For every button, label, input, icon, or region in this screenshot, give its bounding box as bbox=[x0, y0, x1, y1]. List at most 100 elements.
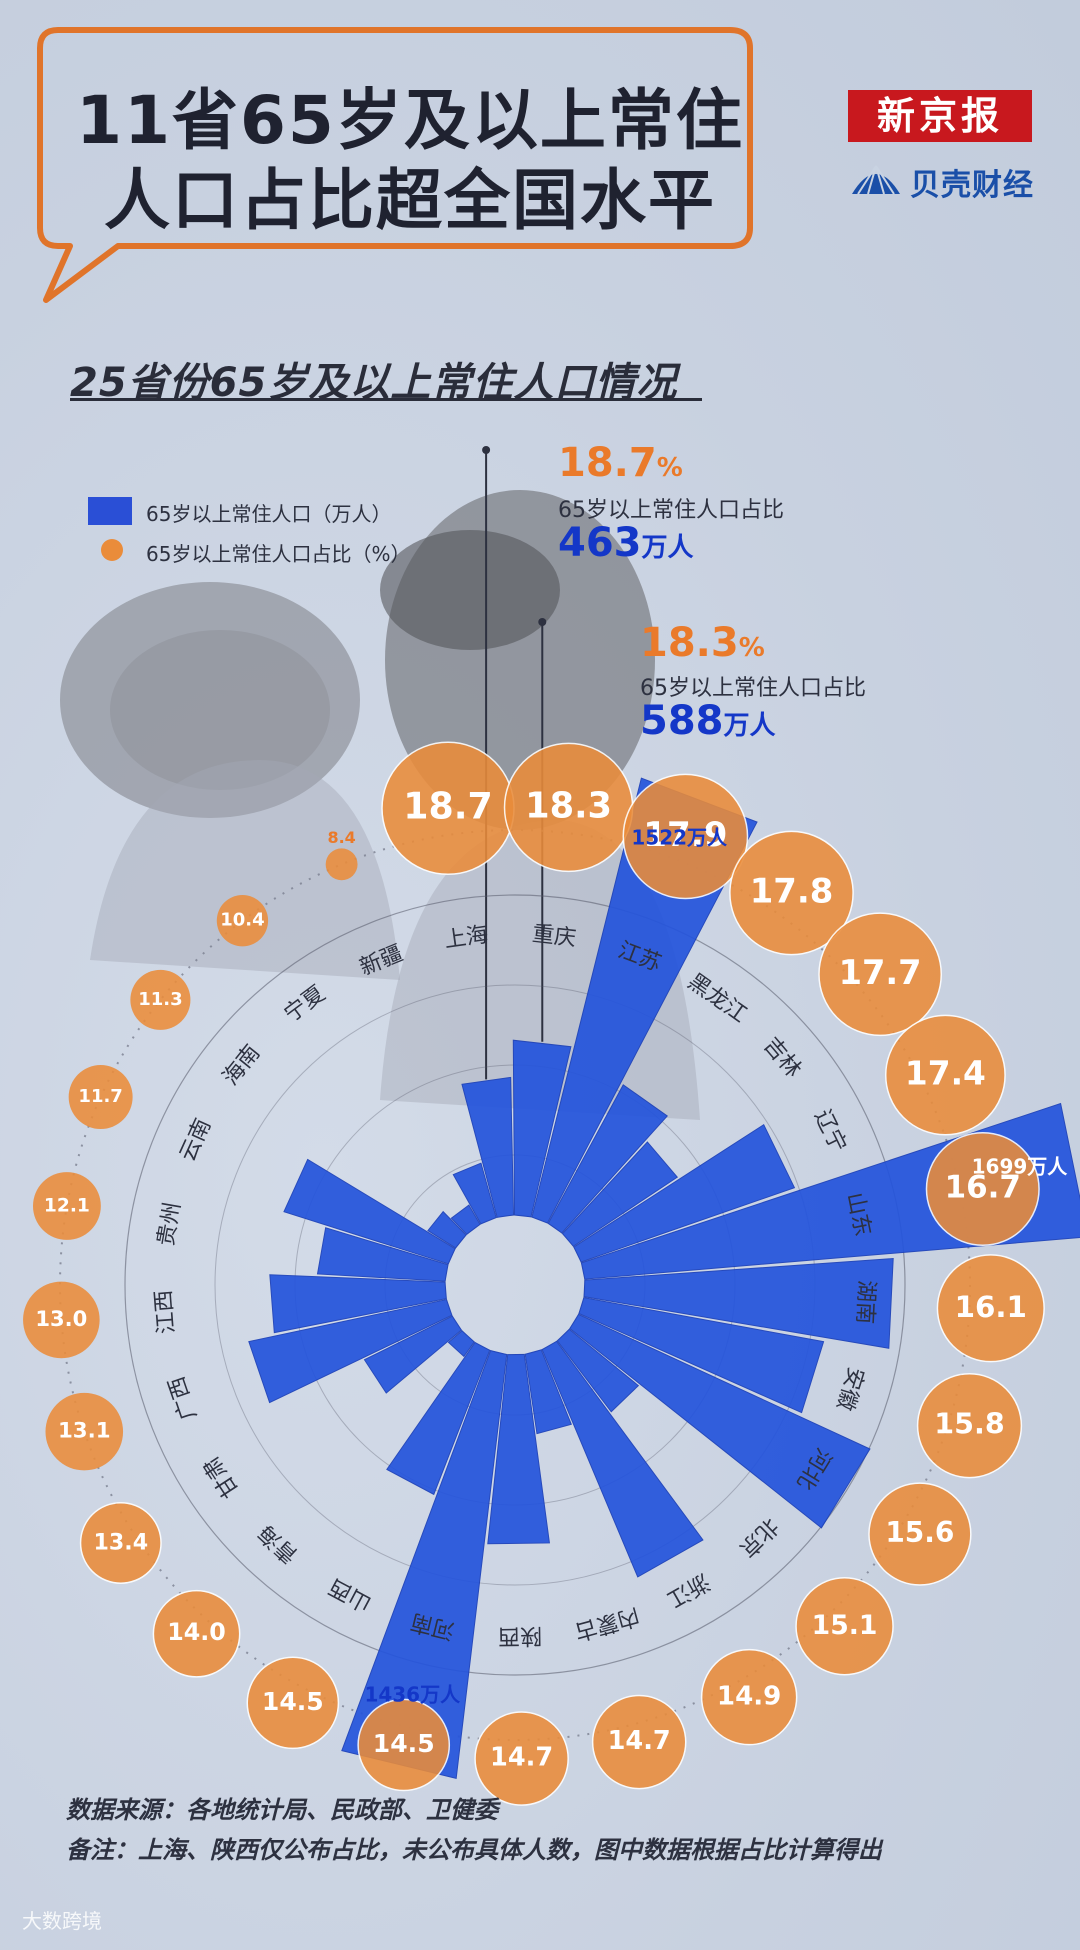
footer-note: 备注：上海、陕西仅公布占比，未公布具体人数，图中数据根据占比计算得出 bbox=[66, 1836, 882, 1864]
pct-label-安徽: 15.8 bbox=[934, 1408, 1004, 1441]
dot-海南 bbox=[130, 969, 191, 1030]
callout-shanghai-label: 65岁以上常住人口占比 bbox=[558, 498, 784, 523]
dot-新疆 bbox=[325, 848, 358, 881]
category-label-云南: 云南 bbox=[175, 1115, 216, 1165]
category-label-重庆: 重庆 bbox=[531, 922, 578, 952]
pct-label-内蒙古: 14.7 bbox=[608, 1726, 671, 1756]
pct-label-北京: 15.1 bbox=[812, 1610, 878, 1641]
category-label-甘肃: 甘肃 bbox=[199, 1452, 244, 1503]
pct-label-海南: 11.3 bbox=[138, 989, 182, 1010]
dot-江苏 bbox=[622, 773, 749, 900]
pct-label-广西: 13.1 bbox=[58, 1419, 111, 1444]
bar-辽宁 bbox=[573, 1123, 796, 1263]
legend-dot-label: 65岁以上常住人口占比（%） bbox=[146, 542, 411, 566]
category-label-吉林: 吉林 bbox=[758, 1033, 806, 1083]
pct-label-陕西: 14.7 bbox=[490, 1743, 553, 1773]
dot-云南 bbox=[68, 1065, 133, 1130]
callout-chongqing-label: 65岁以上常住人口占比 bbox=[640, 676, 866, 701]
category-label-黑龙江: 黑龙江 bbox=[683, 969, 751, 1027]
legend-bar-swatch bbox=[88, 497, 132, 525]
category-label-辽宁: 辽宁 bbox=[809, 1106, 851, 1157]
bar-河南 bbox=[341, 1350, 508, 1779]
brand-logo: 新京报 bbox=[848, 90, 1032, 142]
category-label-贵州: 贵州 bbox=[154, 1200, 186, 1248]
leader-dot-上海 bbox=[482, 446, 491, 454]
dot-河南 bbox=[357, 1698, 451, 1792]
pct-label-河南: 14.5 bbox=[373, 1729, 435, 1758]
pct-label-重庆: 18.3 bbox=[525, 785, 612, 826]
pct-label-青海: 14.0 bbox=[167, 1618, 226, 1646]
pct-label-湖南: 16.1 bbox=[955, 1290, 1027, 1324]
title-line-1: 11省65岁及以上常住 bbox=[76, 82, 744, 159]
title-line-2: 人口占比超全国水平 bbox=[104, 162, 716, 239]
bar-江西 bbox=[269, 1274, 447, 1334]
category-label-浙江: 浙江 bbox=[663, 1568, 714, 1611]
pct-label-山西: 14.5 bbox=[262, 1687, 324, 1716]
bar-浙江 bbox=[541, 1340, 704, 1578]
dot-河北 bbox=[868, 1482, 972, 1586]
bar-北京 bbox=[556, 1328, 640, 1413]
bar-重庆 bbox=[512, 1039, 572, 1218]
dot-湖南 bbox=[936, 1254, 1045, 1363]
bar-山西 bbox=[386, 1341, 491, 1496]
pct-label-吉林: 17.7 bbox=[839, 953, 922, 992]
pct-label-江西: 13.0 bbox=[35, 1306, 87, 1331]
dot-贵州 bbox=[32, 1172, 101, 1240]
category-label-北京: 北京 bbox=[734, 1513, 783, 1562]
bar-陕西 bbox=[487, 1353, 550, 1545]
pct-label-云南: 11.7 bbox=[78, 1086, 122, 1107]
bar-河北 bbox=[569, 1313, 871, 1529]
category-label-青海: 青海 bbox=[254, 1520, 303, 1568]
pct-label-新疆: 8.4 bbox=[327, 828, 355, 847]
bar-series bbox=[248, 777, 1080, 1779]
watermark: 大数跨境 bbox=[22, 1909, 102, 1933]
dot-浙江 bbox=[700, 1648, 798, 1746]
category-label-湖南: 湖南 bbox=[852, 1280, 879, 1325]
category-label-内蒙古: 内蒙古 bbox=[572, 1603, 642, 1644]
dot-安徽 bbox=[916, 1373, 1023, 1479]
pct-label-河北: 15.6 bbox=[885, 1516, 954, 1549]
bar-云南 bbox=[283, 1158, 456, 1265]
dot-吉林 bbox=[818, 912, 943, 1037]
category-label-上海: 上海 bbox=[443, 922, 490, 953]
callout-chongqing-pct: 18.3% bbox=[640, 620, 765, 666]
leader-dot-重庆 bbox=[538, 618, 547, 626]
pct-label-江苏: 17.9 bbox=[643, 815, 727, 855]
callout-shanghai-count: 463万人 bbox=[558, 520, 694, 566]
bar-甘肃 bbox=[363, 1315, 463, 1394]
legend bbox=[88, 497, 132, 561]
dot-青海 bbox=[152, 1589, 241, 1678]
dot-山西 bbox=[246, 1656, 340, 1750]
category-label-安徽: 安徽 bbox=[831, 1364, 868, 1413]
sub-brand: 贝壳财经 bbox=[910, 168, 1034, 203]
bar-吉林 bbox=[561, 1141, 679, 1247]
subtitle-underline bbox=[70, 398, 702, 401]
dot-陕西 bbox=[474, 1711, 569, 1806]
legend-bar-label: 65岁以上常住人口（万人） bbox=[146, 502, 392, 526]
bar-青海 bbox=[447, 1330, 475, 1358]
title-speech-bubble bbox=[37, 27, 753, 303]
bar-新疆 bbox=[452, 1162, 497, 1225]
bar-广西 bbox=[248, 1298, 453, 1404]
dot-宁夏 bbox=[216, 895, 269, 947]
pct-label-浙江: 14.9 bbox=[717, 1682, 781, 1712]
pct-label-宁夏: 10.4 bbox=[220, 910, 264, 931]
dot-黑龙江 bbox=[729, 830, 854, 956]
grid-ring bbox=[124, 894, 906, 1676]
dot-内蒙古 bbox=[591, 1694, 687, 1790]
bar-贵州 bbox=[316, 1227, 449, 1282]
category-label-广西: 广西 bbox=[164, 1373, 202, 1423]
count-label-山东: 1699万人 bbox=[972, 1154, 1069, 1178]
pct-label-山东: 16.7 bbox=[945, 1169, 1021, 1205]
bar-上海 bbox=[461, 1076, 515, 1218]
bar-安徽 bbox=[578, 1297, 825, 1414]
bar-海南 bbox=[427, 1210, 467, 1249]
category-label-陕西: 陕西 bbox=[498, 1623, 542, 1649]
count-label-河南: 1436万人 bbox=[364, 1683, 461, 1707]
dot-广西 bbox=[45, 1392, 124, 1471]
bar-黑龙江 bbox=[547, 1084, 668, 1234]
category-label-海南: 海南 bbox=[218, 1040, 265, 1090]
bar-湖南 bbox=[583, 1258, 894, 1349]
bar-内蒙古 bbox=[524, 1349, 572, 1435]
